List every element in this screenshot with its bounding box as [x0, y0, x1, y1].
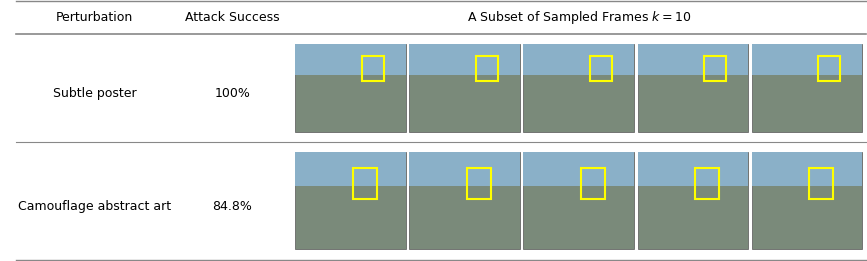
Text: A Subset of Sampled Frames $k = 10$: A Subset of Sampled Frames $k = 10$ [466, 9, 691, 26]
Bar [809, 168, 833, 199]
Bar [524, 44, 634, 132]
Bar [296, 152, 406, 186]
Bar [752, 44, 862, 75]
Bar [637, 44, 748, 132]
Bar [704, 56, 726, 81]
Bar [409, 152, 520, 186]
Bar [752, 152, 862, 249]
Bar [818, 56, 840, 81]
Bar [637, 152, 748, 186]
Text: 100%: 100% [214, 87, 251, 99]
Text: Camouflage abstract art: Camouflage abstract art [18, 199, 171, 212]
Bar [590, 56, 612, 81]
Bar [637, 152, 748, 249]
Bar [476, 56, 498, 81]
Bar [467, 168, 492, 199]
Text: 84.8%: 84.8% [212, 199, 252, 212]
Bar [409, 152, 520, 249]
Text: Attack Success: Attack Success [186, 11, 280, 24]
Bar [362, 56, 384, 81]
Bar [524, 44, 634, 75]
Bar [296, 44, 406, 75]
Bar [524, 152, 634, 186]
Bar [296, 152, 406, 249]
Bar [637, 44, 748, 75]
Bar [296, 44, 406, 132]
Text: Perturbation: Perturbation [55, 11, 133, 24]
Bar [409, 44, 520, 132]
Bar [695, 168, 720, 199]
Bar [752, 152, 862, 186]
Bar [752, 44, 862, 132]
Bar [581, 168, 605, 199]
Text: Subtle poster: Subtle poster [53, 87, 136, 99]
Bar [524, 152, 634, 249]
Bar [409, 44, 520, 75]
Bar [353, 168, 377, 199]
